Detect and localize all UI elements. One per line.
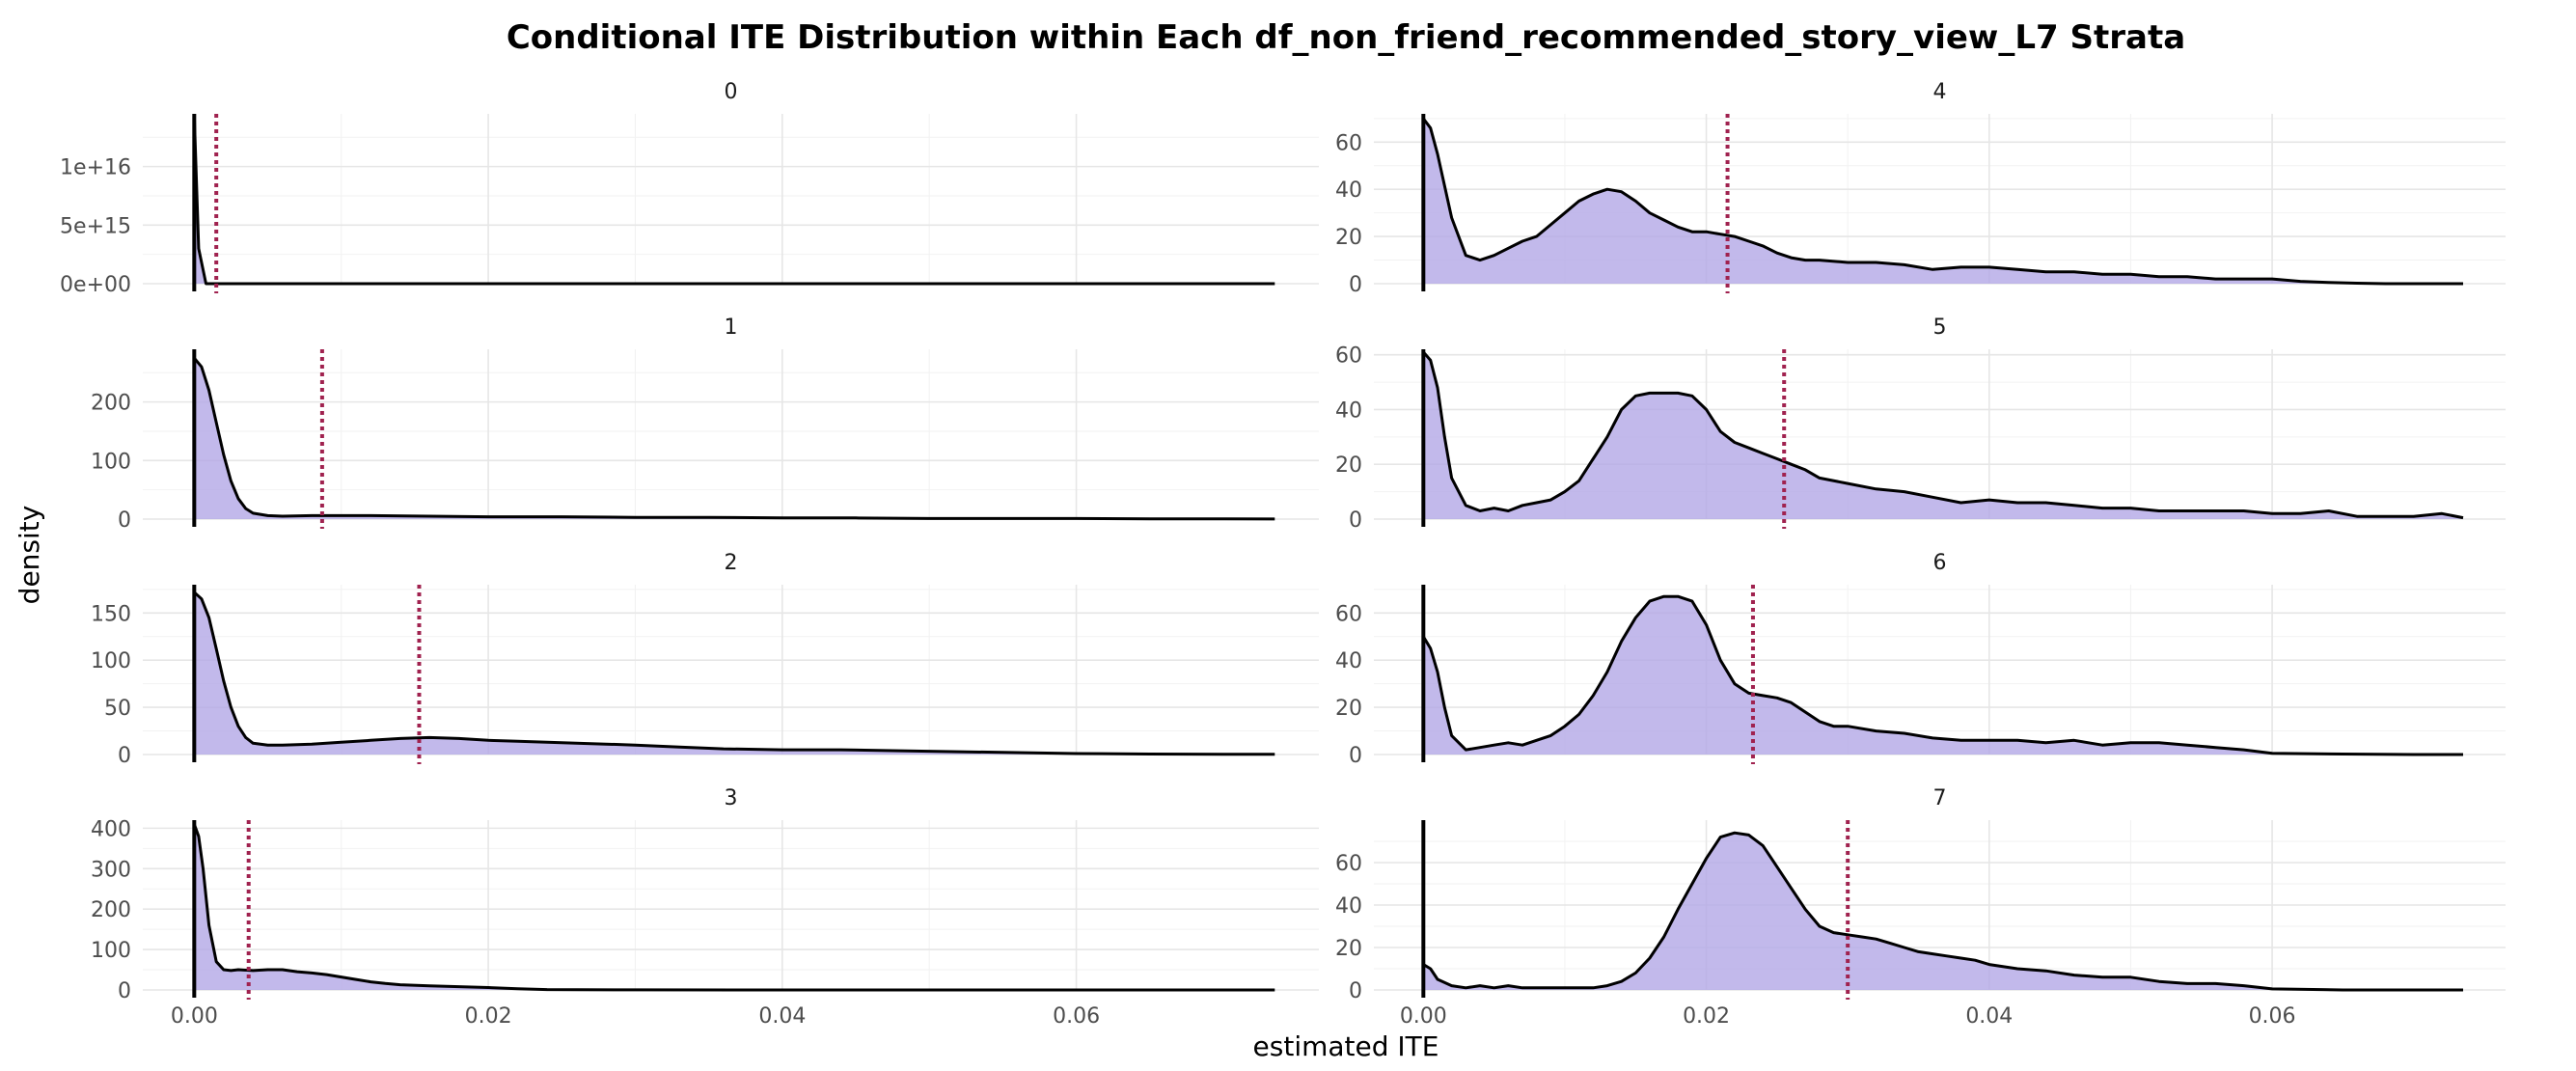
y-tick-label: 100 — [91, 649, 131, 673]
panel-7: 7 0 20 40 60 0.00 0.02 0.04 0.06 — [1335, 786, 2506, 1029]
density-area — [194, 358, 1275, 519]
y-tick-label: 1e+16 — [60, 156, 131, 180]
y-tick-label: 0 — [118, 744, 131, 768]
density-line — [1422, 350, 2464, 520]
y-tick-label: 400 — [91, 817, 131, 841]
y-tick-label: 200 — [91, 898, 131, 922]
y-tick-label: 40 — [1335, 894, 1362, 919]
panel-3: 3 0 100 200 300 400 0.00 0.02 0.04 0.06 — [91, 786, 1319, 1029]
x-tick-label: 0.00 — [171, 1004, 218, 1029]
panel-2: 2 0 50 100 150 — [91, 551, 1319, 768]
y-tick-label: 40 — [1335, 398, 1362, 423]
x-tick-label: 0.04 — [1965, 1004, 2013, 1029]
x-tick-label: 0.06 — [2249, 1004, 2296, 1029]
panel-strip-label: 6 — [1933, 551, 1947, 575]
y-tick-label: 0 — [1349, 273, 1362, 297]
density-line — [193, 590, 1275, 756]
y-tick-label: 20 — [1335, 937, 1362, 961]
panel-5: 5 0 20 40 60 — [1335, 316, 2506, 533]
y-tick-label: 0e+00 — [60, 273, 131, 297]
panel-strip-label: 0 — [725, 80, 738, 104]
y-tick-label: 60 — [1335, 344, 1362, 369]
y-tick-label: 100 — [91, 939, 131, 963]
density-area — [1423, 596, 2463, 755]
y-tick-label: 200 — [91, 392, 131, 416]
y-tick-label: 300 — [91, 858, 131, 882]
panel-strip-label: 2 — [725, 551, 738, 575]
density-line — [1422, 117, 2463, 286]
y-tick-label: 20 — [1335, 697, 1362, 721]
y-tick-label: 20 — [1335, 453, 1362, 478]
panel-strip-label: 1 — [725, 316, 738, 340]
density-area — [1423, 118, 2463, 285]
density-line — [192, 113, 1275, 286]
y-tick-label: 100 — [91, 450, 131, 474]
y-tick-label: 0 — [1349, 508, 1362, 533]
density-line — [1422, 594, 2463, 756]
y-tick-label: 50 — [104, 697, 131, 721]
y-tick-label: 20 — [1335, 226, 1362, 250]
panel-1: 1 0 100 200 — [91, 316, 1319, 533]
y-tick-label: 60 — [1335, 852, 1362, 876]
panel-strip-label: 5 — [1933, 316, 1947, 340]
y-tick-label: 0 — [118, 508, 131, 533]
panel-strip-label: 7 — [1933, 786, 1947, 810]
density-line — [1422, 831, 2463, 992]
density-line — [193, 357, 1275, 521]
y-tick-label: 0 — [1349, 744, 1362, 768]
y-tick-label: 5e+15 — [60, 214, 131, 238]
y-tick-label: 150 — [91, 602, 131, 626]
y-axis-title: density — [14, 506, 45, 605]
x-axis-title: estimated ITE — [1253, 1030, 1439, 1062]
y-tick-label: 40 — [1335, 649, 1362, 673]
x-tick-label: 0.02 — [1683, 1004, 1730, 1029]
density-area — [194, 824, 1275, 990]
density-area — [194, 114, 1275, 284]
x-tick-label: 0.00 — [1400, 1004, 1447, 1029]
y-tick-label: 0 — [118, 979, 131, 1003]
x-tick-label: 0.04 — [758, 1004, 806, 1029]
y-tick-label: 0 — [1349, 979, 1362, 1003]
density-area — [1423, 833, 2463, 990]
chart-title: Conditional ITE Distribution within Each… — [507, 18, 2185, 57]
density-area — [194, 591, 1275, 755]
x-tick-label: 0.02 — [465, 1004, 512, 1029]
density-line — [192, 823, 1275, 992]
y-tick-label: 40 — [1335, 178, 1362, 203]
density-area — [1423, 351, 2463, 519]
panel-strip-label: 3 — [725, 786, 738, 810]
x-tick-label: 0.06 — [1053, 1004, 1100, 1029]
panel-grid: 00e+005e+151e+16402040601010020050204060… — [60, 80, 2506, 1029]
y-tick-label: 60 — [1335, 131, 1362, 155]
y-tick-label: 60 — [1335, 602, 1362, 626]
panel-strip-label: 4 — [1933, 80, 1947, 104]
panel-0: 0 0e+00 5e+15 1e+16 — [60, 80, 1319, 297]
